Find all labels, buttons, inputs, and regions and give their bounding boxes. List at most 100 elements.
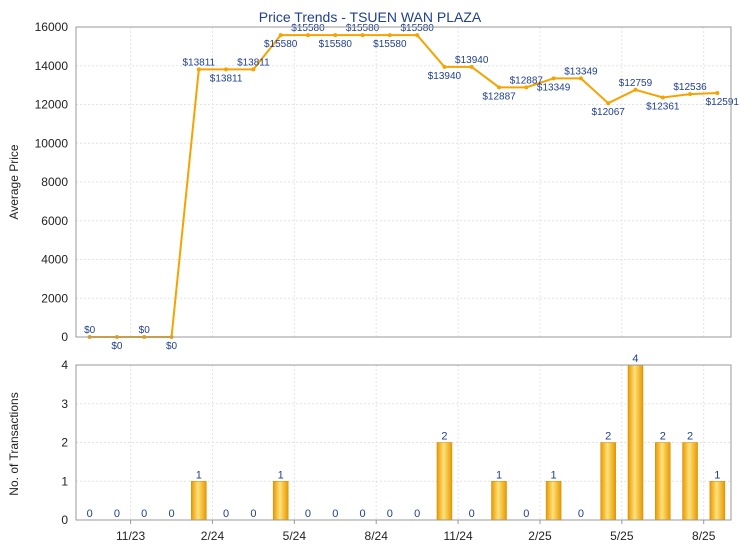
price-y-tick-label: 4000 xyxy=(41,253,68,267)
transactions-y-tick-labels: 0 1 2 3 4 xyxy=(61,358,68,527)
transaction-count-label: 1 xyxy=(496,469,502,481)
transactions-y-tick-label: 3 xyxy=(61,397,68,411)
transaction-count-label: 0 xyxy=(87,508,93,520)
price-data-label: $13349 xyxy=(564,66,598,77)
price-data-label: $0 xyxy=(111,341,123,352)
price-point xyxy=(442,64,447,69)
price-gridlines xyxy=(76,26,731,338)
price-line-series xyxy=(87,33,720,339)
transaction-bar xyxy=(436,442,453,521)
price-data-label: $15580 xyxy=(264,39,298,50)
x-axis-tick-label: 8/25 xyxy=(692,529,716,543)
transaction-count-label: 0 xyxy=(250,508,256,520)
price-data-label: $12887 xyxy=(482,91,516,102)
transaction-bar xyxy=(709,481,726,521)
price-data-label: $12887 xyxy=(510,75,544,86)
transaction-bar xyxy=(600,442,616,521)
price-data-label: $12591 xyxy=(706,97,740,108)
transaction-count-label: 1 xyxy=(714,469,720,481)
price-data-label: $15580 xyxy=(319,39,353,50)
price-data-label: $12536 xyxy=(673,82,707,93)
transaction-bar xyxy=(191,481,207,521)
price-point xyxy=(469,64,474,69)
x-axis-tick-label: 11/23 xyxy=(116,529,145,543)
transaction-count-label: 0 xyxy=(114,508,120,520)
price-point xyxy=(606,101,611,106)
transactions-y-tick-label: 4 xyxy=(61,358,68,372)
transactions-y-tick-label: 0 xyxy=(61,513,68,527)
transaction-count-label: 0 xyxy=(360,508,366,520)
transaction-count-label: 0 xyxy=(578,508,584,520)
price-y-axis-title: Average Price xyxy=(7,144,21,219)
price-data-label: $0 xyxy=(139,325,151,336)
price-point xyxy=(524,85,529,90)
x-axis-tick-label: 5/24 xyxy=(283,529,307,543)
price-point xyxy=(660,95,665,100)
transaction-bar xyxy=(655,442,671,521)
transaction-bar xyxy=(545,481,562,521)
price-data-label: $15580 xyxy=(346,23,380,34)
x-axis-tick-label: 2/24 xyxy=(201,529,225,543)
price-y-tick-label: 6000 xyxy=(41,214,68,228)
price-point xyxy=(497,85,502,90)
transaction-count-label: 1 xyxy=(196,469,202,481)
transaction-count-label: 0 xyxy=(141,508,147,520)
price-point xyxy=(251,67,256,72)
x-axis-tick-label: 8/24 xyxy=(365,529,389,543)
transactions-gridlines xyxy=(76,364,731,521)
transaction-count-label: 0 xyxy=(414,508,420,520)
price-point xyxy=(688,92,693,97)
price-data-label: $15580 xyxy=(373,39,407,50)
price-data-labels: $0 $0 $0 $0 $13811 $13811 $13811 $15580 $15580 $1… xyxy=(84,23,739,352)
price-y-tick-label: 0 xyxy=(61,330,68,344)
transaction-count-label: 0 xyxy=(469,508,475,520)
transaction-count-label: 0 xyxy=(168,508,174,520)
transaction-count-label: 1 xyxy=(551,469,557,481)
price-data-label: $13349 xyxy=(537,82,571,93)
transaction-bar xyxy=(272,481,289,521)
price-data-label: $13811 xyxy=(182,57,215,68)
price-data-label: $0 xyxy=(84,325,96,336)
transactions-y-tick-label: 2 xyxy=(61,436,68,450)
x-axis-tick-labels: 11/23 2/24 5/24 8/24 11/24 2/25 5/25 8/25 xyxy=(116,520,716,543)
transaction-count-label: 2 xyxy=(660,431,666,443)
price-line xyxy=(89,34,718,338)
transaction-bar xyxy=(491,481,507,521)
price-y-tick-label: 10000 xyxy=(35,136,69,150)
price-point xyxy=(415,33,420,38)
transaction-count-label: 2 xyxy=(441,431,447,443)
transaction-count-label: 2 xyxy=(605,431,611,443)
price-y-tick-labels: 0 2000 4000 6000 8000 10000 12000 14000 16000 xyxy=(35,20,69,344)
price-data-label: $0 xyxy=(166,341,178,352)
transactions-plot-frame xyxy=(75,364,732,521)
transaction-bars xyxy=(191,364,726,521)
price-point xyxy=(715,91,720,96)
price-point xyxy=(278,33,283,38)
price-data-label: $13811 xyxy=(210,73,243,84)
price-y-tick-label: 14000 xyxy=(35,59,69,73)
price-data-label: $13811 xyxy=(237,57,270,68)
x-axis-tick-label: 5/25 xyxy=(610,529,634,543)
price-plot-frame xyxy=(75,26,732,338)
price-data-label: $13940 xyxy=(428,71,462,82)
price-data-label: $15580 xyxy=(291,23,325,34)
price-point xyxy=(333,33,338,38)
price-data-label: $13940 xyxy=(455,55,489,66)
chart-title: Price Trends - TSUEN WAN PLAZA xyxy=(259,9,482,25)
price-y-tick-label: 8000 xyxy=(41,175,68,189)
transaction-count-label: 0 xyxy=(523,508,529,520)
transaction-count-label: 0 xyxy=(332,508,338,520)
price-data-label: $12361 xyxy=(646,102,680,113)
transaction-bar xyxy=(682,442,698,521)
transactions-y-tick-label: 1 xyxy=(61,474,68,488)
price-point xyxy=(305,33,310,38)
price-point xyxy=(578,76,583,81)
transactions-y-axis-title: No. of Transactions xyxy=(7,392,21,495)
transaction-count-label: 0 xyxy=(387,508,393,520)
price-point xyxy=(360,33,365,38)
transaction-count-label: 0 xyxy=(223,508,229,520)
transaction-bar xyxy=(627,364,644,521)
transaction-count-label: 2 xyxy=(687,431,693,443)
